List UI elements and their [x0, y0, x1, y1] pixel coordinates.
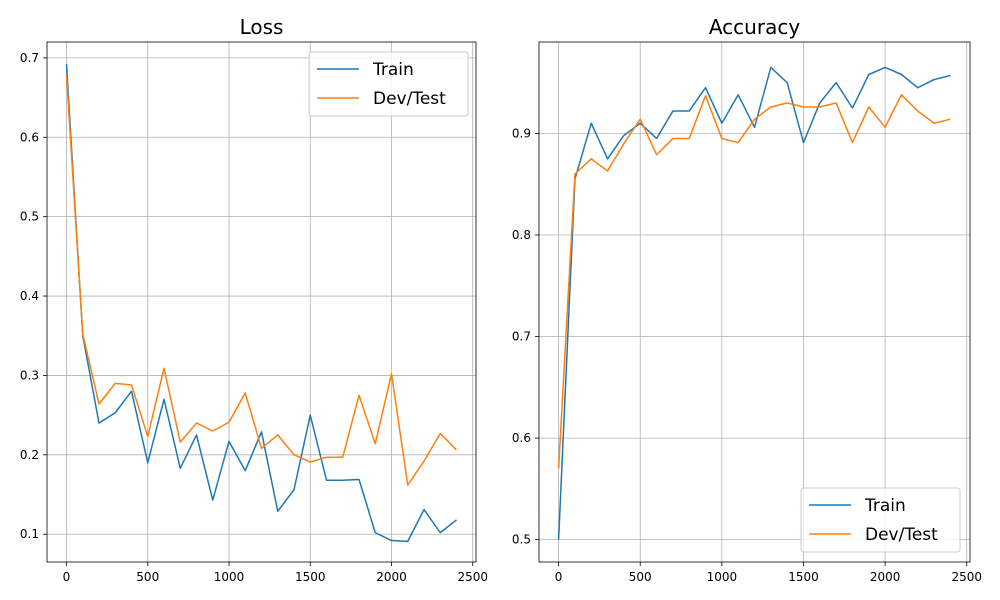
legend-label: Dev/Test: [865, 525, 938, 545]
y-tick-label: 0.1: [20, 527, 39, 541]
y-tick-label: 0.5: [20, 210, 39, 224]
legend-box: [308, 51, 469, 117]
x-tick-label: 1500: [788, 570, 819, 584]
x-tick-label: 0: [63, 570, 71, 584]
chart-title: Loss: [240, 15, 284, 39]
series-line-train: [557, 66, 951, 540]
legend-label: Dev/Test: [373, 89, 446, 109]
y-tick-label: 0.2: [20, 448, 39, 462]
y-tick-label: 0.6: [20, 130, 39, 144]
legend: Train Dev/Test: [308, 51, 469, 117]
series-line-dev-test: [557, 94, 951, 469]
x-tick-label: 1000: [214, 570, 245, 584]
series-line-train: [65, 64, 457, 543]
x-tick-label: 1500: [295, 570, 326, 584]
x-tick-label: 500: [136, 570, 159, 584]
chart-panel-2: 0 500 1000 1500 2000 2500 0.5 0.6 0.7 0.8 0.9 Accur…: [512, 15, 982, 584]
legend-box: [800, 487, 961, 553]
x-tick-label: 1000: [707, 570, 738, 584]
legend-label: Train: [864, 496, 906, 516]
chart-title: Accuracy: [709, 15, 800, 39]
x-tick-label: 2000: [870, 570, 901, 584]
x-tick-label: 2500: [951, 570, 982, 584]
x-tick-label: 0: [555, 570, 563, 584]
y-tick-label: 0.7: [20, 51, 39, 65]
series-line-dev-test: [65, 75, 458, 486]
legend-label: Train: [372, 60, 414, 80]
axes-frame: [538, 41, 971, 563]
y-tick-label: 0.4: [20, 289, 39, 303]
y-tick-label: 0.9: [512, 126, 531, 140]
chart-panel-1: 0 500 1000 1500 2000 2500 0.1 0.2 0.3 0.4 0.5 0.6 0.…: [20, 15, 488, 584]
x-tick-label: 2500: [457, 570, 488, 584]
x-tick-label: 500: [629, 570, 652, 584]
x-tick-label: 2000: [376, 570, 407, 584]
y-tick-label: 0.8: [512, 228, 531, 242]
y-tick-label: 0.5: [512, 533, 531, 547]
y-tick-label: 0.3: [20, 368, 39, 382]
y-tick-label: 0.6: [512, 431, 531, 445]
axes-frame: [46, 41, 477, 563]
y-tick-label: 0.7: [512, 330, 531, 344]
legend: Train Dev/Test: [800, 487, 961, 553]
